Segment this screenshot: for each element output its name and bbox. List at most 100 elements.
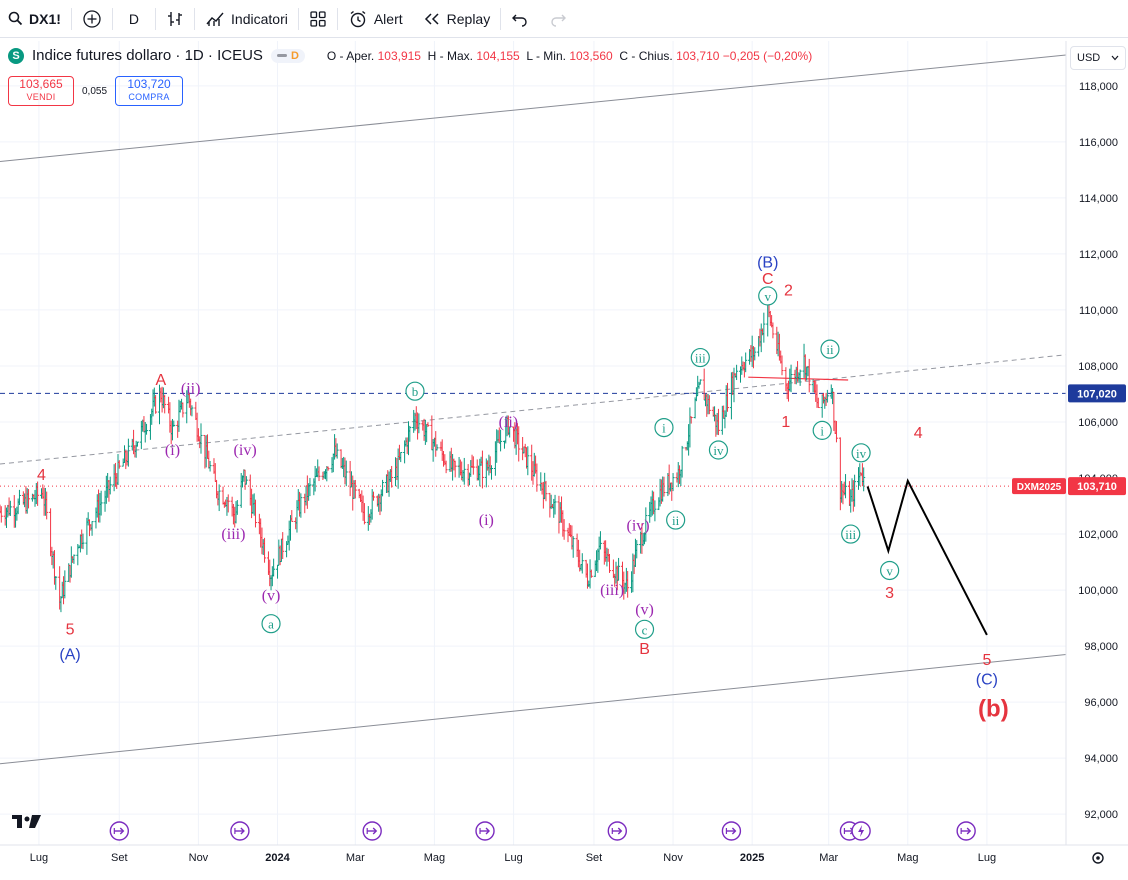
price-bar [399,451,403,463]
open-value: 103,915 [377,48,421,63]
interval-status-pill[interactable]: D [270,48,305,63]
economic-event-icon[interactable] [362,821,382,841]
price-bar [426,422,430,428]
wave-label: c [642,622,648,637]
price-bar [744,352,748,373]
price-bar [81,533,85,550]
undo-button[interactable] [501,0,539,38]
price-bar [290,510,294,522]
price-bar [276,564,280,579]
high-label: H - Max. [427,48,473,63]
price-bar [45,491,49,520]
price-bar [145,423,149,435]
channel-lower-line [0,654,1067,765]
wave-label: (ii) [499,414,519,431]
wave-label-circle [261,614,281,634]
close-value: 103,710 [676,48,720,63]
wave-label: 5 [66,621,75,638]
tradingview-logo[interactable] [12,815,41,828]
compare-symbol-button[interactable] [72,0,112,38]
layouts-button[interactable] [299,0,337,38]
economic-event-icon[interactable] [956,821,976,841]
price-bar [608,553,612,573]
buy-price: 103,720 [127,77,171,91]
neckline-red-segment [748,376,849,381]
symbol-search-button[interactable]: DX1! [0,0,71,38]
logo-stem [17,815,22,828]
redo-button[interactable] [539,0,577,38]
price-bar [798,369,802,386]
gear-icon-hub [1096,856,1100,860]
price-bar [853,474,857,507]
price-bar [27,489,31,509]
sell-price: 103,665 [19,77,63,91]
wave-label: A [155,372,166,389]
toolbar-divider [336,7,338,30]
price-bar [235,500,239,515]
x-tick-label: Set [111,852,128,864]
wave-label: iv [856,446,867,461]
wave-label: (i) [165,442,180,459]
wave-label: iii [845,527,856,542]
chart-type-button[interactable] [156,0,194,38]
price-bar [117,460,121,469]
price-bar [263,537,267,563]
price-bar [335,443,339,459]
buy-label: COMPRA [128,92,170,102]
price-bar [589,569,593,578]
buy-button[interactable]: 103,720 COMPRA [115,76,184,106]
sell-button[interactable]: 103,665 VENDI [8,76,74,106]
price-bar [63,570,67,599]
wave-label: (iii) [221,526,245,543]
economic-event-icon[interactable] [475,821,495,841]
wave-label: a [268,617,274,632]
projection-path [866,478,988,636]
chart-title[interactable]: Indice futures dollaro · 1D · ICEUS [32,47,263,64]
x-tick-label: Mag [424,852,445,864]
price-bar [816,397,820,409]
gear-icon[interactable] [1092,852,1104,864]
price-bar [580,553,584,574]
price-bar [281,532,285,560]
price-bar [671,473,675,492]
wave-label: v [764,289,771,304]
currency-select[interactable]: USD [1070,46,1126,70]
grid-layout-icon [310,10,326,27]
price-bar [526,446,530,476]
wave-label-circle [634,619,655,639]
y-tick-label: 114,000 [1079,193,1118,205]
price-bar [626,571,630,598]
toolbar-divider [297,7,299,30]
interval-button[interactable]: D [113,0,155,38]
wave-label: (iii) [600,582,624,599]
arrow-head [966,827,972,835]
symbol-tag [1012,478,1066,495]
economic-event-icon[interactable] [230,821,250,841]
economic-event-icon[interactable] [721,821,742,841]
economic-event-icon[interactable] [109,821,130,841]
alert-button[interactable]: Alert [338,0,413,38]
replay-button[interactable]: Replay [413,0,501,38]
y-tick-label: 96,000 [1084,697,1118,709]
sell-label: VENDI [26,92,56,102]
channel-upper-line [0,54,1067,162]
economic-event-icon[interactable] [607,821,627,841]
y-tick-label: 102,000 [1078,529,1118,541]
price-bar [662,476,666,497]
price-bar [707,395,711,415]
wave-label: 5 [982,652,991,669]
toolbar-divider [194,7,196,30]
price-bar [299,493,303,518]
indicators-button[interactable]: Indicatori [195,0,298,38]
price-bar [771,322,775,339]
wave-label: iii [695,351,706,366]
x-tick-label: Mag [897,852,918,864]
trade-panel: 103,665 VENDI 0,055 103,720 COMPRA [8,76,184,106]
y-tick-label: 94,000 [1084,753,1118,765]
economic-event-icon[interactable] [851,821,871,841]
price-bar [444,460,448,474]
price-axis[interactable] [1066,41,1128,845]
price-bar [308,477,312,497]
price-bar [190,405,194,417]
